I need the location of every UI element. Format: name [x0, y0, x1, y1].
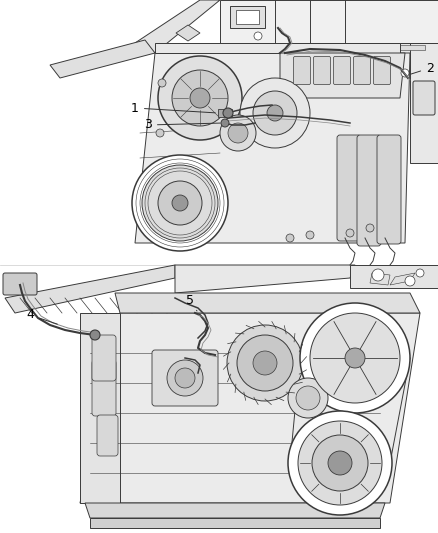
Bar: [385, 45, 425, 50]
Polygon shape: [280, 53, 405, 98]
Circle shape: [156, 129, 164, 137]
Circle shape: [296, 386, 320, 410]
Polygon shape: [380, 43, 438, 53]
Polygon shape: [135, 0, 220, 53]
Polygon shape: [50, 40, 155, 78]
Text: 4: 4: [26, 309, 57, 324]
FancyBboxPatch shape: [413, 81, 435, 115]
Circle shape: [227, 325, 303, 401]
FancyBboxPatch shape: [3, 273, 37, 295]
Text: 3: 3: [144, 118, 220, 132]
Circle shape: [190, 88, 210, 108]
Polygon shape: [175, 265, 355, 293]
Circle shape: [158, 181, 202, 225]
FancyBboxPatch shape: [357, 135, 381, 246]
Circle shape: [401, 69, 409, 77]
FancyBboxPatch shape: [353, 56, 371, 85]
Circle shape: [253, 91, 297, 135]
Circle shape: [158, 79, 166, 87]
Text: 1: 1: [131, 101, 215, 115]
Circle shape: [167, 360, 203, 396]
Polygon shape: [80, 313, 120, 503]
Circle shape: [175, 368, 195, 388]
Circle shape: [220, 115, 256, 151]
Circle shape: [288, 411, 392, 515]
Circle shape: [288, 378, 328, 418]
Polygon shape: [85, 503, 385, 518]
Circle shape: [240, 78, 310, 148]
FancyBboxPatch shape: [92, 360, 116, 416]
Circle shape: [372, 269, 384, 281]
Polygon shape: [176, 25, 200, 41]
Circle shape: [253, 351, 277, 375]
FancyBboxPatch shape: [314, 56, 331, 85]
Polygon shape: [410, 43, 438, 163]
Circle shape: [158, 56, 242, 140]
Circle shape: [298, 421, 382, 505]
FancyBboxPatch shape: [152, 350, 218, 406]
Circle shape: [172, 70, 228, 126]
Circle shape: [312, 435, 368, 491]
Circle shape: [90, 330, 100, 340]
Polygon shape: [220, 0, 438, 43]
Circle shape: [228, 123, 248, 143]
Circle shape: [221, 119, 229, 127]
Polygon shape: [5, 265, 175, 313]
Circle shape: [366, 224, 374, 232]
Circle shape: [267, 105, 283, 121]
Polygon shape: [370, 273, 390, 285]
Text: 2: 2: [411, 61, 434, 75]
Bar: [236, 10, 259, 24]
Circle shape: [286, 234, 294, 242]
Bar: [218, 109, 232, 117]
FancyBboxPatch shape: [377, 135, 401, 244]
FancyBboxPatch shape: [337, 135, 361, 241]
Circle shape: [310, 313, 400, 403]
Polygon shape: [390, 273, 415, 285]
Polygon shape: [115, 293, 420, 313]
Circle shape: [172, 195, 188, 211]
Circle shape: [416, 269, 424, 277]
FancyBboxPatch shape: [92, 335, 116, 381]
FancyBboxPatch shape: [333, 56, 350, 85]
Circle shape: [223, 108, 233, 118]
FancyBboxPatch shape: [293, 56, 311, 85]
Circle shape: [306, 231, 314, 239]
Circle shape: [237, 335, 293, 391]
Circle shape: [300, 303, 410, 413]
FancyBboxPatch shape: [97, 415, 118, 456]
Circle shape: [346, 229, 354, 237]
Circle shape: [345, 348, 365, 368]
Text: 5: 5: [186, 295, 197, 311]
Bar: [230, 6, 265, 28]
Circle shape: [142, 165, 218, 241]
Polygon shape: [155, 43, 400, 53]
Polygon shape: [135, 53, 410, 243]
Circle shape: [151, 179, 159, 187]
FancyBboxPatch shape: [374, 56, 391, 85]
Circle shape: [405, 276, 415, 286]
Polygon shape: [80, 313, 420, 503]
Circle shape: [328, 451, 352, 475]
Circle shape: [254, 32, 262, 40]
Polygon shape: [90, 518, 380, 528]
Polygon shape: [350, 265, 438, 288]
Circle shape: [132, 155, 228, 251]
